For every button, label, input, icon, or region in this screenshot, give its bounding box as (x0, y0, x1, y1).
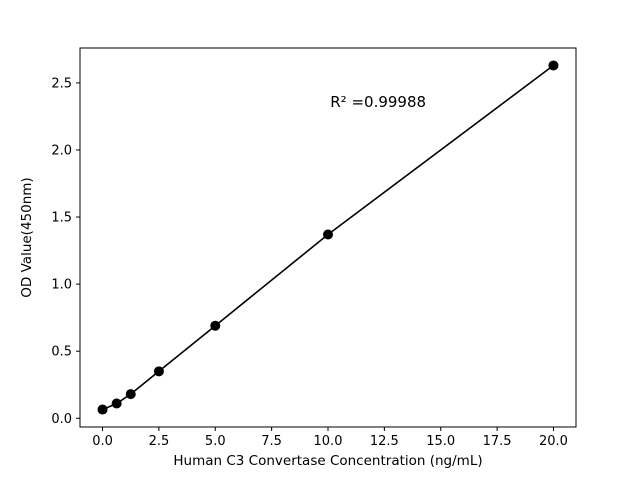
data-point (548, 60, 559, 71)
data-point (97, 404, 108, 415)
plot-spines (79, 47, 577, 428)
x-tick-label: 2.5 (149, 434, 170, 449)
data-point (210, 320, 221, 331)
y-tick-label: 2.0 (51, 143, 72, 158)
x-tick-label: 12.5 (370, 434, 399, 449)
y-tick-label: 0.0 (51, 412, 72, 427)
y-tick-label: 2.5 (51, 76, 72, 91)
x-tick-label: 20.0 (539, 434, 568, 449)
x-axis-label: Human C3 Convertase Concentration (ng/mL… (173, 453, 482, 469)
data-point (111, 398, 122, 409)
x-tick-label: 17.5 (483, 434, 512, 449)
x-tick-label: 10.0 (314, 434, 343, 449)
y-axis-label: OD Value(450nm) (19, 177, 35, 297)
data-point (125, 389, 136, 400)
x-tick-label: 7.5 (261, 434, 282, 449)
y-tick-label: 1.5 (51, 211, 72, 226)
x-tick-label: 0.0 (92, 434, 113, 449)
r-squared-annotation: R² =0.99988 (330, 93, 426, 111)
x-tick-label: 5.0 (205, 434, 226, 449)
data-point (323, 229, 333, 240)
x-tick-label: 15.0 (426, 434, 455, 449)
data-point (153, 366, 164, 377)
y-tick-label: 1.0 (51, 278, 72, 293)
y-tick-label: 0.5 (51, 345, 72, 360)
